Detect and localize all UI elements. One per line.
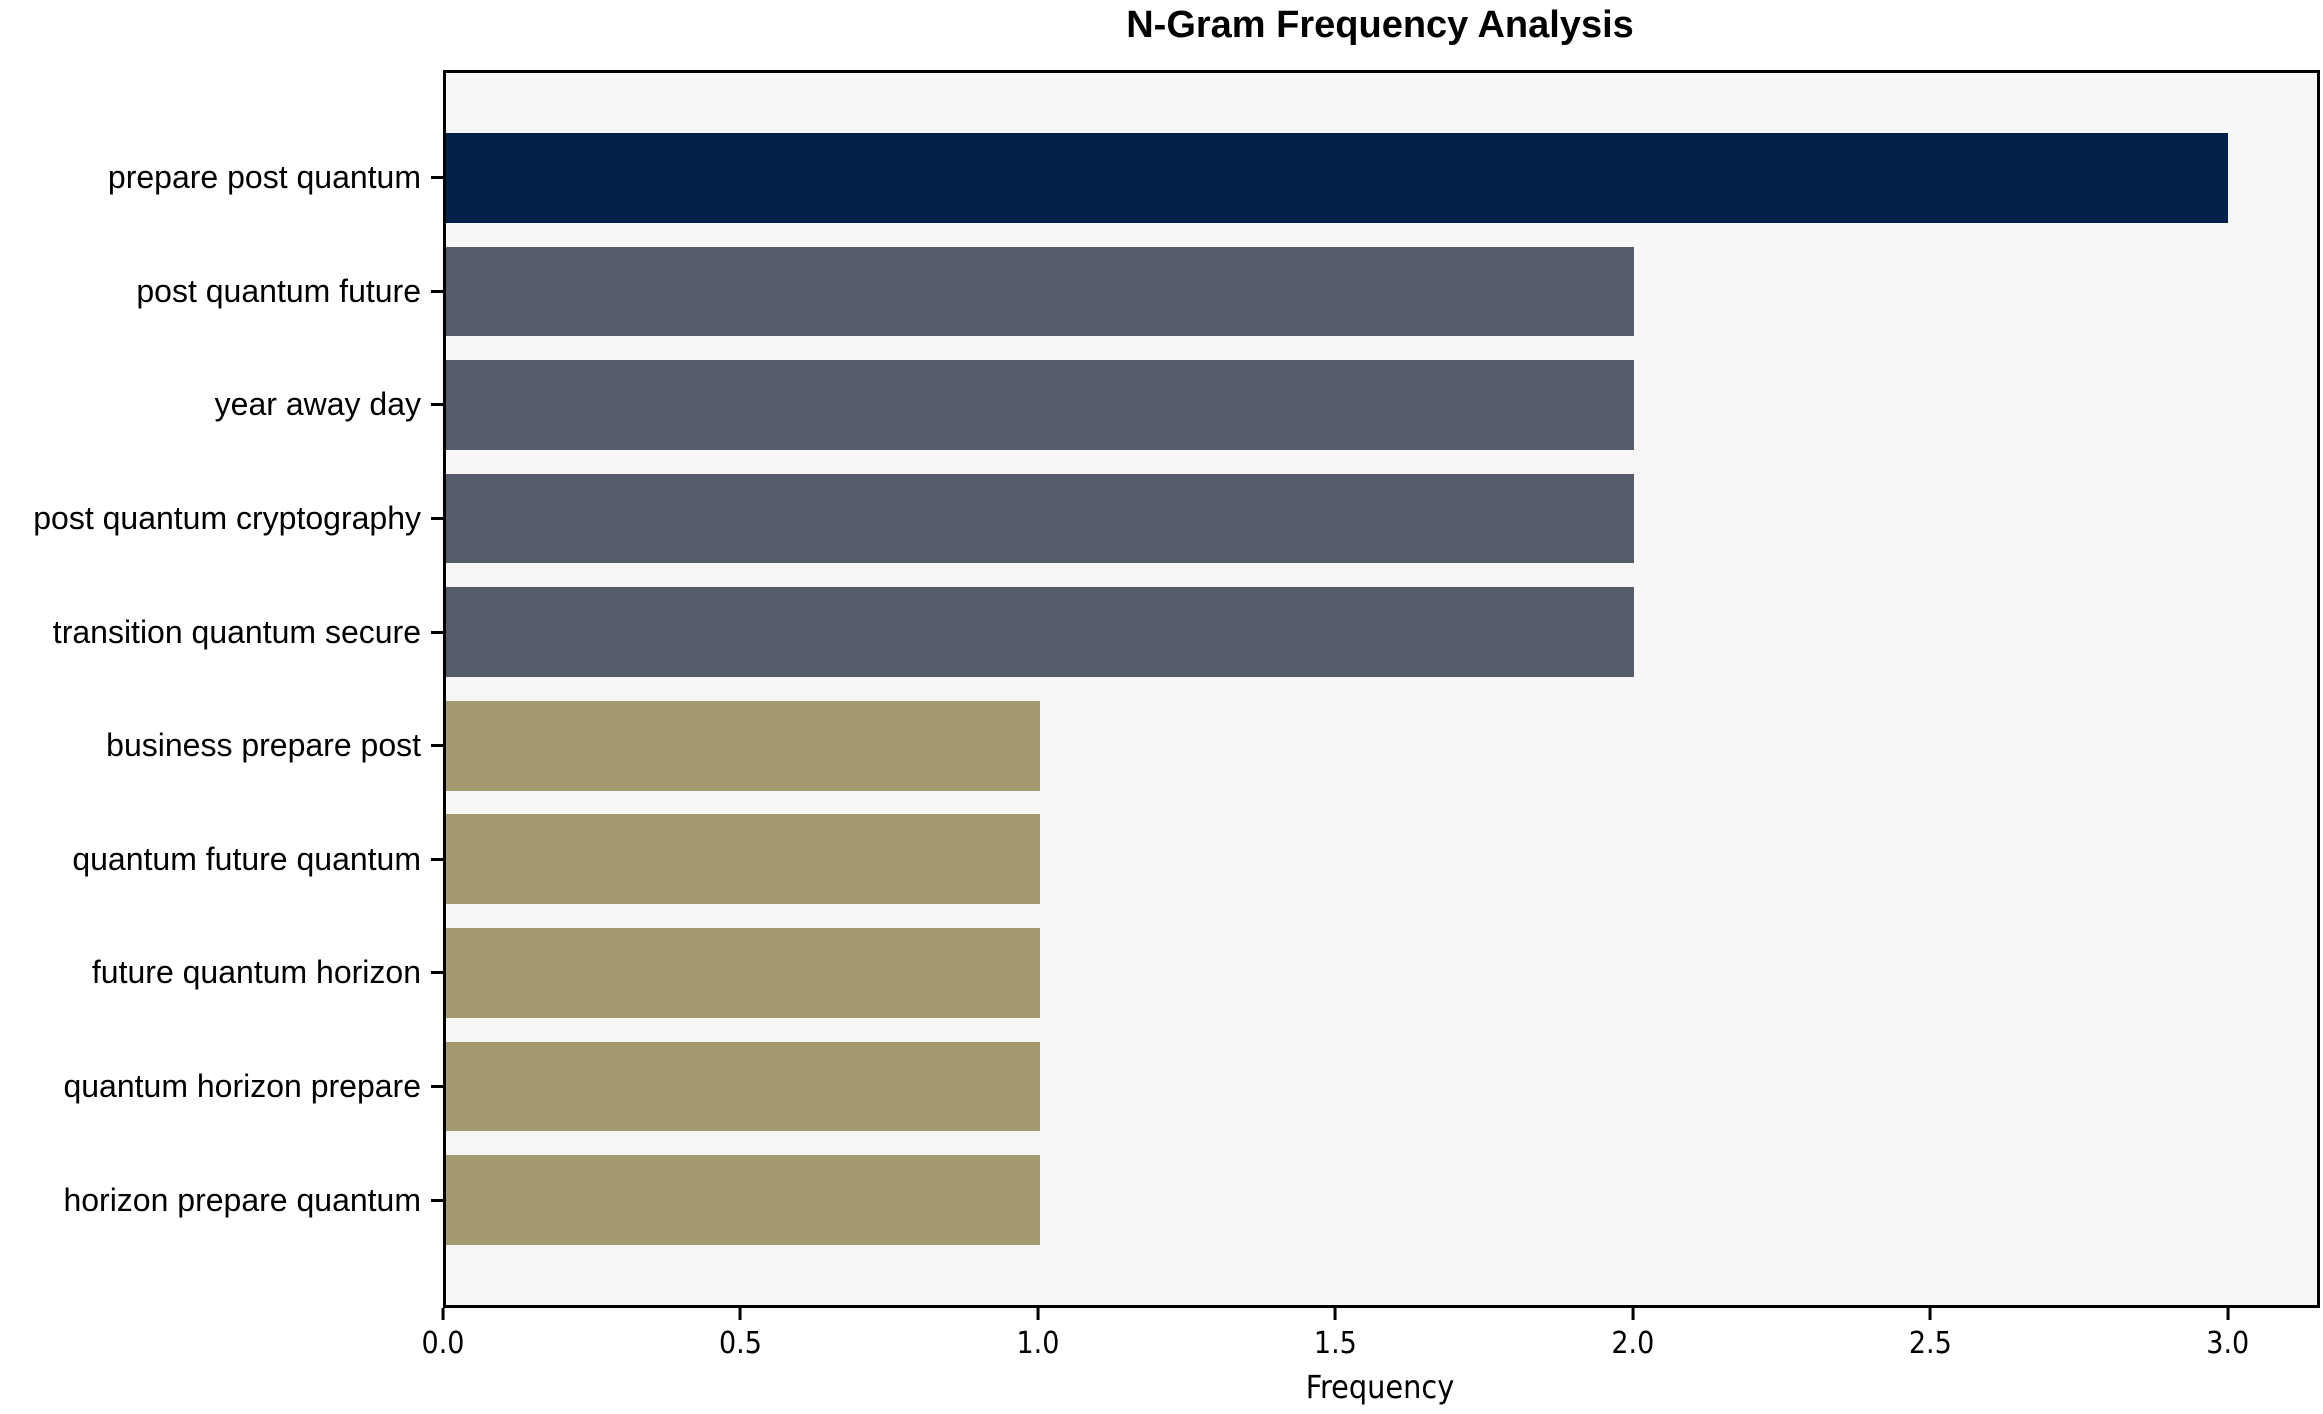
- x-tick-mark: [441, 1308, 445, 1320]
- x-tick: 1.0: [1016, 1308, 1059, 1361]
- y-axis-row: prepare post quantum: [0, 121, 443, 235]
- bar-row: [446, 1030, 2317, 1144]
- x-tick-label: 1.5: [1313, 1326, 1357, 1361]
- bar: [446, 928, 1040, 1018]
- y-axis-row: quantum horizon prepare: [0, 1030, 443, 1144]
- bar-row: [446, 689, 2317, 803]
- bar: [446, 1155, 1040, 1245]
- x-tick-mark: [2226, 1308, 2230, 1320]
- y-tick-mark: [431, 744, 443, 748]
- x-tick-label: 1.0: [1016, 1326, 1060, 1361]
- x-tick: 2.0: [1611, 1308, 1654, 1361]
- y-axis-row: business prepare post: [0, 689, 443, 803]
- y-tick-label: year away day: [214, 386, 421, 423]
- x-tick: 0.0: [421, 1308, 465, 1361]
- y-axis-row: post quantum future: [0, 235, 443, 349]
- y-axis-row: transition quantum secure: [0, 575, 443, 689]
- x-tick-label: 0.5: [719, 1326, 762, 1361]
- x-axis-title: Frequency: [1305, 1368, 1455, 1406]
- x-tick-label: 0.0: [421, 1326, 465, 1361]
- y-tick-label: prepare post quantum: [107, 159, 421, 196]
- bar-row: [446, 575, 2317, 689]
- bar: [446, 246, 1634, 337]
- y-axis-row: quantum future quantum: [0, 803, 443, 917]
- x-tick-mark: [1036, 1308, 1040, 1320]
- y-tick-mark: [431, 403, 443, 407]
- bar-row: [446, 348, 2317, 462]
- y-axis-row: future quantum horizon: [0, 916, 443, 1030]
- bar: [446, 814, 1040, 905]
- plot-area: [443, 70, 2320, 1308]
- bar-row: [446, 121, 2317, 235]
- y-tick-mark: [431, 1085, 443, 1089]
- bar-row: [446, 462, 2317, 576]
- y-tick-mark: [431, 630, 443, 634]
- x-tick-label: 2.5: [1908, 1326, 1952, 1361]
- bar: [446, 700, 1040, 791]
- y-tick-label: future quantum horizon: [91, 954, 421, 991]
- bar-row: [446, 803, 2317, 917]
- y-tick-mark: [431, 857, 443, 861]
- y-tick-mark: [431, 1198, 443, 1202]
- y-tick-mark: [431, 176, 443, 180]
- y-tick-mark: [431, 971, 443, 975]
- x-tick-mark: [1631, 1308, 1635, 1320]
- y-tick-label: quantum horizon prepare: [63, 1068, 421, 1105]
- bar-row: [446, 235, 2317, 349]
- bars-container: [446, 121, 2317, 1257]
- y-axis-row: horizon prepare quantum: [0, 1143, 443, 1257]
- bar: [446, 473, 1634, 564]
- y-tick-mark: [431, 289, 443, 293]
- y-tick-label: post quantum cryptography: [33, 500, 421, 537]
- x-tick-mark: [1333, 1308, 1337, 1320]
- y-tick-mark: [431, 517, 443, 521]
- y-tick-label: transition quantum secure: [52, 613, 421, 650]
- x-tick: 2.5: [1909, 1308, 1952, 1361]
- y-axis-labels: prepare post quantum post quantum future y…: [0, 121, 443, 1257]
- y-tick-label: horizon prepare quantum: [63, 1181, 421, 1218]
- y-tick-label: quantum future quantum: [72, 840, 421, 877]
- bar: [446, 132, 2228, 223]
- bar-row: [446, 916, 2317, 1030]
- x-tick-label: 3.0: [2206, 1326, 2250, 1361]
- x-tick: 3.0: [2206, 1308, 2249, 1361]
- x-tick-label: 2.0: [1611, 1326, 1655, 1361]
- x-tick: 1.5: [1314, 1308, 1357, 1361]
- chart-title: N-Gram Frequency Analysis: [1126, 4, 1634, 46]
- y-tick-label: post quantum future: [136, 272, 421, 309]
- x-tick-mark: [738, 1308, 742, 1320]
- x-axis: 0.0 0.5 1.0 1.5 2.0 2.5 3.0: [422, 1308, 2317, 1368]
- bar: [446, 360, 1634, 450]
- bar-row: [446, 1143, 2317, 1257]
- y-axis-row: post quantum cryptography: [0, 462, 443, 576]
- y-tick-label: business prepare post: [106, 727, 421, 764]
- x-tick: 0.5: [719, 1308, 762, 1361]
- bar: [446, 587, 1634, 678]
- bar: [446, 1041, 1040, 1132]
- y-axis-row: year away day: [0, 348, 443, 462]
- x-tick-mark: [1928, 1308, 1932, 1320]
